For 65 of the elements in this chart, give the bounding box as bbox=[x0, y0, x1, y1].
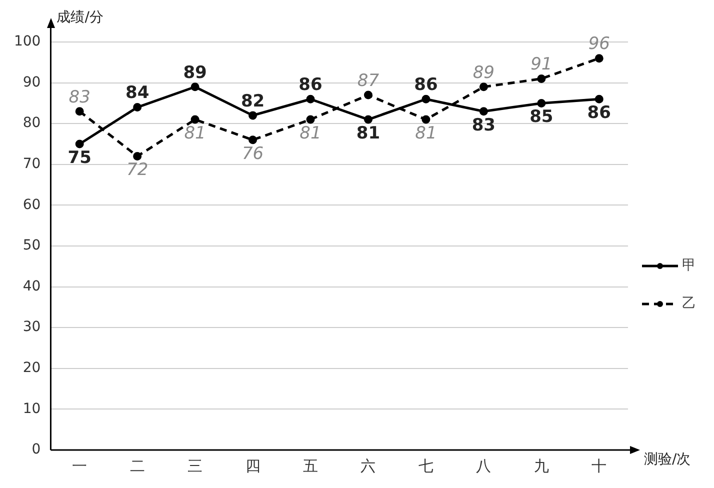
point bbox=[537, 98, 546, 108]
y-tick-label: 20 bbox=[22, 360, 41, 376]
data-label: 91 bbox=[530, 54, 552, 75]
x-tick-label: 二 bbox=[130, 456, 145, 475]
y-tick-label: 10 bbox=[22, 400, 41, 417]
y-tick-label: 100 bbox=[14, 34, 41, 50]
data-label: 82 bbox=[240, 91, 265, 112]
legend-label: 乙 bbox=[682, 296, 696, 312]
point bbox=[364, 115, 372, 124]
data-label: 87 bbox=[357, 70, 380, 91]
data-label: 89 bbox=[183, 62, 207, 83]
data-label: 96 bbox=[588, 34, 610, 54]
y-tick-label: 40 bbox=[22, 278, 41, 294]
data-label: 89 bbox=[472, 62, 494, 83]
point bbox=[133, 103, 142, 112]
data-label: 86 bbox=[414, 75, 438, 96]
legend-label: 甲 bbox=[682, 258, 696, 274]
point bbox=[190, 82, 200, 92]
x-tick-label: 五 bbox=[302, 456, 318, 475]
y-tick-label: 70 bbox=[22, 156, 41, 172]
point bbox=[75, 107, 84, 116]
data-label: 84 bbox=[125, 83, 150, 104]
point bbox=[594, 94, 604, 104]
point bbox=[422, 115, 430, 124]
data-label: 81 bbox=[184, 123, 206, 144]
data-label: 83 bbox=[68, 87, 90, 108]
x-tick-label: 四 bbox=[245, 456, 260, 475]
point bbox=[306, 115, 315, 124]
data-label: 81 bbox=[356, 123, 380, 144]
point bbox=[537, 74, 546, 83]
x-axis-title: 测验/次 bbox=[644, 452, 691, 468]
point bbox=[248, 111, 258, 120]
x-tick-label: 七 bbox=[418, 456, 434, 475]
x-tick-label: 九 bbox=[534, 456, 549, 475]
data-label: 86 bbox=[298, 75, 322, 96]
point bbox=[364, 90, 372, 100]
point bbox=[248, 136, 258, 144]
point bbox=[479, 107, 488, 116]
data-label: 81 bbox=[415, 123, 437, 144]
data-label: 86 bbox=[587, 103, 611, 124]
data-label: 72 bbox=[126, 160, 148, 180]
y-tick-label: 0 bbox=[32, 442, 41, 458]
data-label: 75 bbox=[68, 148, 92, 168]
point bbox=[422, 94, 430, 104]
x-tick-label: 一 bbox=[72, 456, 88, 475]
y-tick-label: 50 bbox=[22, 238, 41, 254]
point bbox=[75, 140, 84, 148]
y-tick-label: 30 bbox=[22, 319, 41, 336]
point bbox=[479, 82, 488, 92]
data-label: 81 bbox=[300, 123, 322, 144]
data-label: 76 bbox=[242, 144, 264, 164]
x-tick-label: 八 bbox=[476, 456, 492, 475]
point bbox=[190, 115, 200, 124]
data-label: 83 bbox=[472, 115, 496, 136]
data-label: 85 bbox=[530, 107, 554, 128]
x-tick-label: 六 bbox=[360, 456, 376, 475]
y-axis-title: 成绩/分 bbox=[56, 10, 104, 26]
y-tick-label: 90 bbox=[22, 74, 41, 90]
point bbox=[306, 94, 315, 104]
point bbox=[594, 54, 604, 63]
x-tick-label: 十 bbox=[592, 456, 607, 475]
x-tick-label: 三 bbox=[188, 456, 203, 475]
point bbox=[133, 152, 142, 160]
y-tick-label: 60 bbox=[22, 196, 41, 213]
y-tick-label: 80 bbox=[22, 115, 41, 132]
